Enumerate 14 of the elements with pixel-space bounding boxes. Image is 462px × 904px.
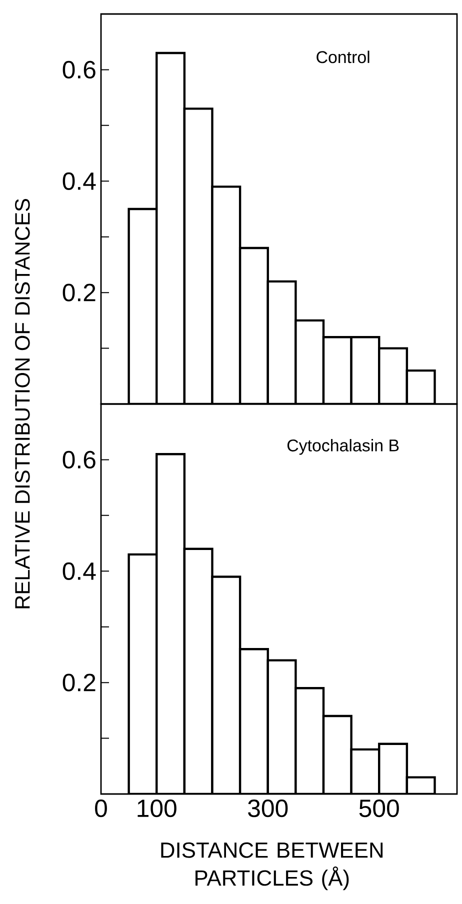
y-tick-label: 0.6 — [62, 450, 96, 469]
x-tick-label: 500 — [359, 800, 399, 818]
y-tick-label: 0.4 — [62, 562, 96, 580]
annotation: Control — [316, 50, 370, 64]
y-tick-label: 0.2 — [62, 284, 96, 302]
y-tick-label: 0.2 — [62, 674, 96, 692]
x-tick-label: 0 — [95, 800, 107, 818]
x-tick-label: 100 — [138, 800, 176, 818]
x-tick-label: 300 — [248, 800, 288, 818]
x-axis-title: DISTANCE BETWEEN PARTICLES (Å) — [161, 842, 383, 890]
y-axis-title: RELATIVE DISTRIBUTION OF DISTANCES — [15, 198, 30, 608]
annotation: Cytochalasin B — [287, 439, 399, 455]
y-tick-label: 0.4 — [62, 172, 96, 190]
y-tick-label: 0.6 — [62, 60, 96, 79]
